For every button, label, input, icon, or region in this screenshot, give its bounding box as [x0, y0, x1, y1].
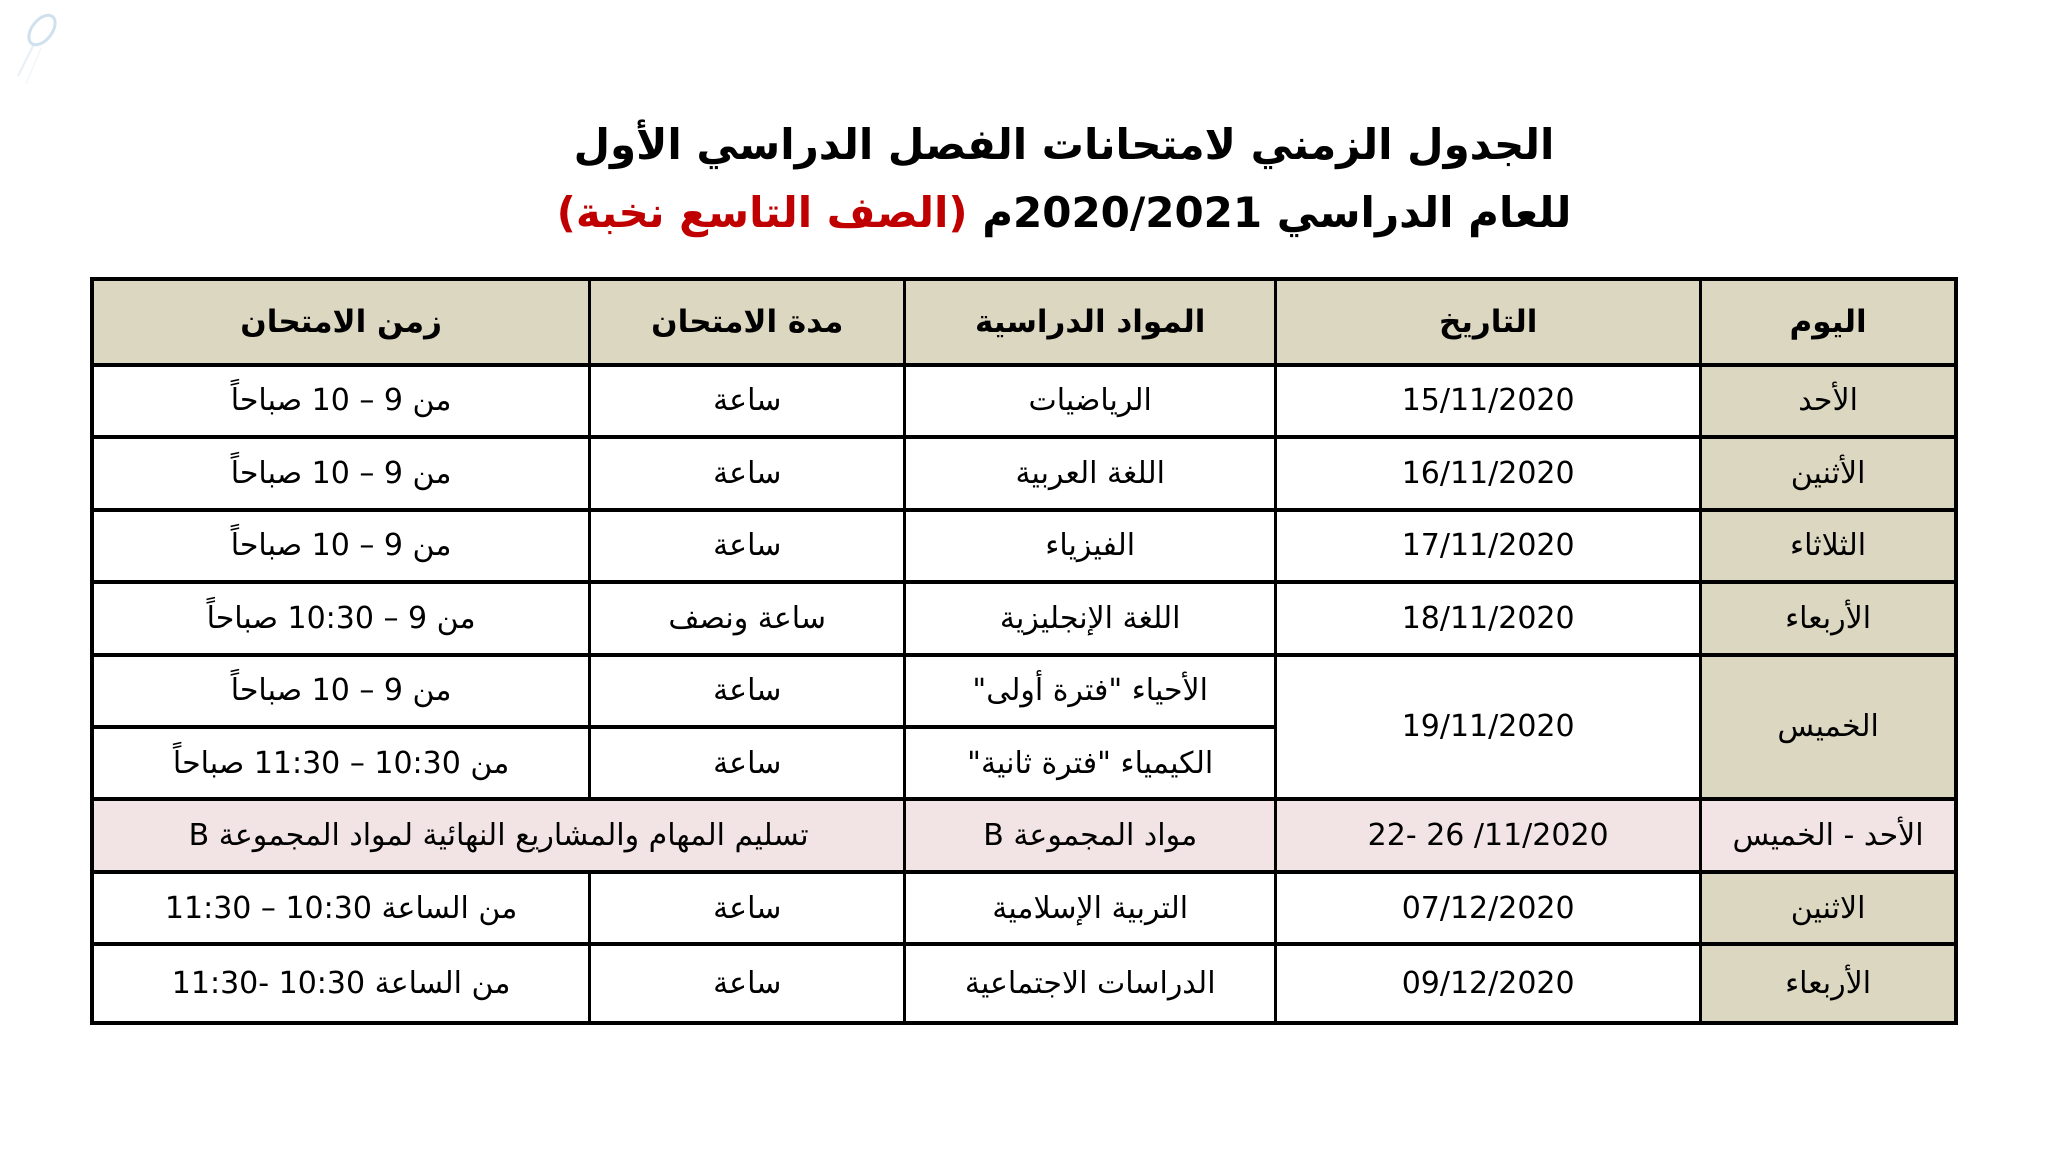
table-row: الاثنين 07/12/2020 التربية الإسلامية ساع… — [90, 869, 1958, 947]
day-cell: الاثنين — [1699, 869, 1958, 947]
duration-cell: ساعة — [588, 652, 907, 729]
date-cell: 15/11/2020 — [1274, 362, 1703, 440]
time-cell: من الساعة 10:30 – 11:30 — [90, 869, 592, 947]
table-row: الأربعاء 18/11/2020 اللغة الإنجليزية ساع… — [90, 580, 1958, 657]
date-value: 09/12/2020 — [1401, 966, 1575, 1002]
day-cell: الأربعاء — [1699, 580, 1958, 657]
day-cell: الأحد — [1699, 362, 1958, 440]
date-cell: 07/12/2020 — [1274, 869, 1703, 947]
subject-cell: اللغة العربية — [903, 435, 1278, 512]
subject-cell: الفيزياء — [903, 507, 1278, 585]
title-line-2: للعام الدراسي 2020/2021م (الصف التاسع نخ… — [80, 190, 2048, 236]
subject-cell: الكيمياء "فترة ثانية" — [903, 724, 1278, 802]
subject-cell: الدراسات الاجتماعية — [903, 942, 1278, 1025]
date-value: 22- 26 /11/2020 — [1367, 818, 1609, 854]
exam-schedule-table: اليوم التاريخ المواد الدراسية مدة الامتح… — [90, 277, 1958, 1025]
pen-stroke-icon — [17, 13, 57, 85]
time-cell: من 9 – 10 صباحاً — [90, 362, 592, 440]
duration-cell: ساعة — [588, 435, 907, 512]
date-cell: 16/11/2020 — [1274, 435, 1703, 512]
subject-cell: الأحياء "فترة أولى" — [903, 652, 1278, 729]
page-title: الجدول الزمني لامتحانات الفصل الدراسي ال… — [80, 120, 2048, 236]
day-cell: الأثنين — [1699, 435, 1958, 512]
date-value: 07/12/2020 — [1401, 890, 1575, 926]
time-cell: من 10:30 – 11:30 صباحاً — [90, 724, 592, 802]
date-cell: 17/11/2020 — [1274, 507, 1703, 585]
title-line-1: الجدول الزمني لامتحانات الفصل الدراسي ال… — [573, 120, 1555, 169]
header-duration: مدة الامتحان — [588, 277, 907, 367]
subject-cell: مواد المجموعة B — [903, 797, 1278, 874]
date-cell: 09/12/2020 — [1274, 942, 1703, 1025]
time-cell: من الساعة 10:30 -11:30 — [90, 942, 592, 1025]
duration-cell: ساعة — [588, 724, 907, 802]
day-cell: الثلاثاء — [1699, 507, 1958, 585]
time-cell: من 9 – 10 صباحاً — [90, 507, 592, 585]
table-row: الكيمياء "فترة ثانية" ساعة من 10:30 – 11… — [90, 724, 1956, 802]
time-cell: من 9 – 10 صباحاً — [90, 435, 592, 512]
time-cell: من 9 – 10:30 صباحاً — [90, 580, 592, 657]
day-cell: الخميس — [1699, 652, 1958, 802]
time-cell: من 9 – 10 صباحاً — [90, 652, 592, 729]
table-row: الأثنين 16/11/2020 اللغة العربية ساعة من… — [90, 435, 1958, 512]
header-time: زمن الامتحان — [90, 277, 592, 367]
duration-cell: ساعة — [588, 869, 907, 947]
date-value: 19/11/2020 — [1401, 709, 1575, 745]
date-value: 18/11/2020 — [1401, 600, 1575, 636]
date-value: 17/11/2020 — [1401, 528, 1575, 564]
title-year-text: للعام الدراسي 2020/2021م — [982, 188, 1572, 238]
header-row: اليوم التاريخ المواد الدراسية مدة الامتح… — [90, 277, 1958, 367]
table-row: الثلاثاء 17/11/2020 الفيزياء ساعة من 9 –… — [90, 507, 1958, 585]
day-cell: الأحد - الخميس — [1699, 797, 1958, 874]
header-date: التاريخ — [1274, 277, 1703, 367]
date-cell: 22- 26 /11/2020 — [1274, 797, 1703, 874]
duration-cell: ساعة ونصف — [588, 580, 907, 657]
subject-cell: التربية الإسلامية — [903, 869, 1278, 947]
subject-cell: اللغة الإنجليزية — [903, 580, 1278, 657]
date-value: 16/11/2020 — [1401, 455, 1575, 491]
table-row: الأربعاء 09/12/2020 الدراسات الاجتماعية … — [90, 942, 1958, 1025]
duration-cell: ساعة — [588, 942, 907, 1025]
header-day: اليوم — [1699, 277, 1958, 367]
merged-note-cell: تسليم المهام والمشاريع النهائية لمواد ال… — [90, 797, 907, 874]
table-row-group-b: الأحد - الخميس 22- 26 /11/2020 مواد المج… — [90, 797, 1958, 874]
duration-cell: ساعة — [588, 507, 907, 585]
table-row: الأحد 15/11/2020 الرياضيات ساعة من 9 – 1… — [90, 362, 1958, 440]
table-row: الخميس 19/11/2020 الأحياء "فترة أولى" سا… — [90, 652, 1958, 802]
title-class-label: (الصف التاسع نخبة) — [556, 188, 968, 238]
duration-cell: ساعة — [588, 362, 907, 440]
date-value: 15/11/2020 — [1401, 383, 1575, 419]
header-subjects: المواد الدراسية — [903, 277, 1278, 367]
date-cell: 18/11/2020 — [1274, 580, 1703, 657]
subject-cell: الرياضيات — [903, 362, 1278, 440]
day-cell: الأربعاء — [1699, 942, 1958, 1025]
date-cell: 19/11/2020 — [1274, 652, 1703, 802]
